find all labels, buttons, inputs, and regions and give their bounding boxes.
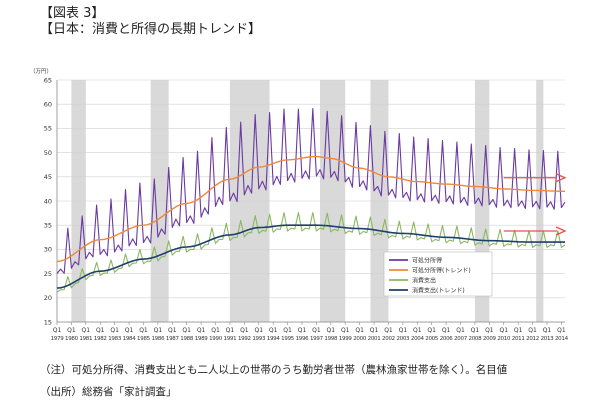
x-tick-quarter: Q1 [413, 327, 422, 334]
figure-label: 【図表 3】 [40, 6, 105, 21]
x-tick-quarter: Q1 [240, 327, 249, 334]
x-tick-year: 1996 [296, 336, 310, 342]
x-tick-quarter: Q1 [67, 327, 76, 334]
x-tick-quarter: Q1 [456, 327, 465, 334]
y-tick-label: 15 [44, 318, 52, 326]
y-tick-label: 65 [44, 76, 52, 84]
y-tick-label: 55 [44, 125, 52, 133]
x-tick-quarter: Q1 [269, 327, 278, 334]
x-tick-quarter: Q1 [53, 327, 62, 334]
series-consumption-trend [56, 224, 565, 289]
x-tick-quarter: Q1 [399, 327, 408, 334]
x-tick-quarter: Q1 [139, 327, 148, 334]
x-tick-year: 2012 [526, 336, 539, 342]
x-tick-quarter: Q1 [154, 327, 163, 334]
x-tick-year: 1994 [267, 336, 281, 342]
x-tick-quarter: Q1 [82, 327, 91, 334]
x-tick-year: 2006 [440, 336, 454, 342]
x-tick-quarter: Q1 [211, 327, 220, 334]
x-tick-quarter: Q1 [442, 327, 451, 334]
x-tick-year: 1992 [238, 336, 251, 342]
x-tick-year: 2009 [483, 336, 497, 342]
x-tick-quarter: Q1 [96, 327, 105, 334]
x-tick-year: 2004 [411, 336, 425, 342]
x-tick-quarter: Q1 [283, 327, 292, 334]
x-tick-year: 2007 [454, 336, 468, 342]
x-tick-year: 1997 [310, 336, 324, 342]
x-tick-year: 2010 [497, 336, 511, 342]
x-tick-year: 1985 [137, 336, 151, 342]
x-tick-year: 2003 [396, 336, 410, 342]
x-tick-year: 1980 [65, 336, 79, 342]
source-note: （出所）総務省「家計調査」 [40, 386, 177, 398]
x-tick-year: 1998 [324, 336, 338, 342]
x-tick-quarter: Q1 [341, 327, 350, 334]
x-tick-quarter: Q1 [384, 327, 393, 334]
x-tick-quarter: Q1 [226, 327, 235, 334]
x-tick-year: 1993 [252, 336, 266, 342]
x-tick-year: 1989 [195, 336, 209, 342]
x-tick-year: 2011 [512, 336, 525, 342]
x-tick-quarter: Q1 [312, 327, 321, 334]
x-tick-quarter: Q1 [543, 327, 552, 334]
trend-arrow-head [555, 226, 567, 236]
x-tick-year: 2013 [541, 336, 555, 342]
x-tick-quarter: Q1 [471, 327, 480, 334]
x-tick-year: 1982 [94, 336, 107, 342]
x-tick-year: 2000 [353, 336, 367, 342]
y-tick-label: 50 [44, 149, 52, 157]
x-tick-year: 1984 [123, 336, 137, 342]
x-tick-year: 1986 [151, 336, 165, 342]
footnote: （注）可処分所得、消費支出とも二人以上の世帯のうち勤労者世帯（農林漁家世帯を除く… [40, 364, 508, 376]
series-income [56, 107, 566, 274]
x-tick-quarter: Q1 [125, 327, 134, 334]
x-tick-year: 1979 [51, 336, 65, 342]
x-tick-quarter: Q1 [485, 327, 494, 334]
x-tick-quarter: Q1 [197, 327, 206, 334]
y-axis-label: （万円） [30, 68, 52, 75]
series-consumption [56, 212, 566, 293]
x-tick-year: 2005 [425, 336, 439, 342]
y-tick-label: 30 [44, 246, 52, 254]
x-tick-quarter: Q1 [514, 327, 523, 334]
x-tick-quarter: Q1 [110, 327, 119, 334]
x-tick-year: 2008 [469, 336, 483, 342]
x-tick-year: 1988 [180, 336, 194, 342]
x-tick-year: 1991 [224, 336, 237, 342]
legend-label: 消費支出 [412, 276, 436, 284]
x-tick-quarter: Q1 [557, 327, 566, 334]
x-tick-year: 2001 [368, 336, 381, 342]
y-tick-label: 35 [44, 222, 52, 230]
x-tick-quarter: Q1 [427, 327, 436, 334]
y-tick-label: 25 [44, 270, 52, 278]
x-tick-year: 1995 [281, 336, 295, 342]
y-tick-label: 60 [44, 101, 52, 109]
x-tick-quarter: Q1 [168, 327, 177, 334]
legend-label: 可処分所得 [412, 256, 442, 264]
x-tick-quarter: Q1 [528, 327, 537, 334]
series-income-trend [56, 155, 565, 263]
x-tick-year: 1987 [166, 336, 180, 342]
x-tick-year: 1981 [79, 336, 92, 342]
legend-label: 可処分所得(トレンド) [412, 266, 471, 274]
x-tick-year: 1999 [339, 336, 353, 342]
x-tick-quarter: Q1 [182, 327, 191, 334]
x-tick-quarter: Q1 [254, 327, 263, 334]
x-tick-year: 1983 [108, 336, 122, 342]
x-tick-quarter: Q1 [298, 327, 307, 334]
trend-arrow-head [555, 173, 567, 183]
x-tick-quarter: Q1 [355, 327, 364, 334]
x-tick-year: 1990 [209, 336, 223, 342]
legend-label: 消費支出(トレンド) [412, 286, 465, 294]
x-tick-quarter: Q1 [327, 327, 336, 334]
x-tick-quarter: Q1 [499, 327, 508, 334]
x-tick-year: 2014 [555, 336, 569, 342]
y-tick-label: 20 [44, 294, 52, 302]
chart-title: 【日本：消費と所得の長期トレンド】 [40, 22, 262, 37]
x-tick-year: 2002 [382, 336, 395, 342]
y-tick-label: 40 [44, 197, 52, 205]
x-tick-quarter: Q1 [370, 327, 379, 334]
y-tick-label: 45 [44, 173, 52, 181]
